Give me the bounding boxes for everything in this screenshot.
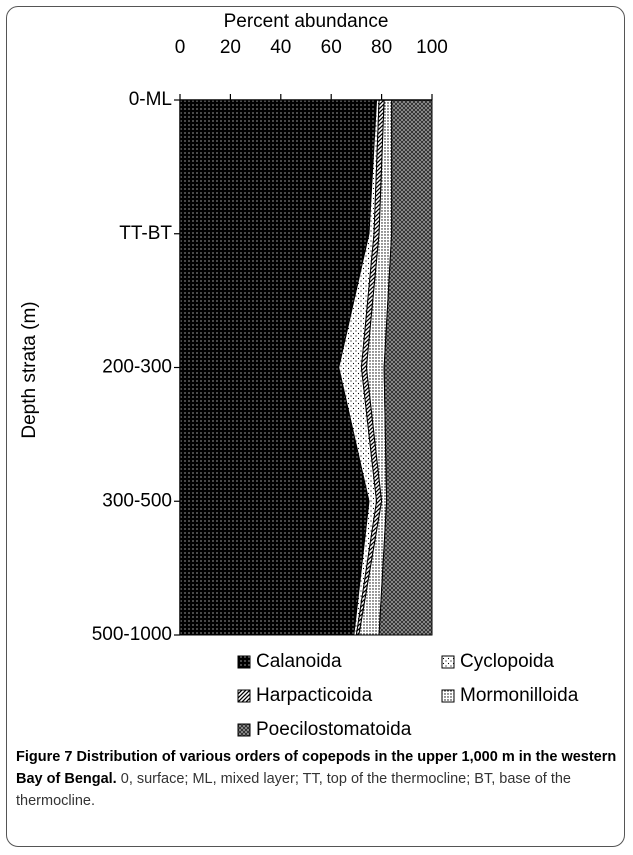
legend-label: Mormonilloida: [460, 685, 579, 706]
caption: Figure 7 Distribution of various orders …: [16, 746, 618, 812]
x-tick-label: 80: [371, 37, 392, 58]
legend-swatch: [237, 723, 251, 737]
y-tick-label: 500-1000: [92, 624, 172, 645]
y-tick-label: 0-ML: [129, 89, 172, 110]
legend-swatch: [441, 689, 455, 703]
caption-label: Figure 7: [16, 749, 73, 765]
legend-label: Calanoida: [256, 651, 342, 672]
legend-swatch: [237, 655, 251, 669]
x-axis-label: Percent abundance: [224, 11, 389, 32]
y-tick-label: TT-BT: [119, 223, 172, 244]
y-tick-label: 300-500: [102, 490, 172, 511]
legend-label: Cyclopoida: [460, 651, 554, 672]
y-axis-label: Depth strata (m): [19, 301, 40, 438]
legend-label: Harpacticoida: [256, 685, 373, 706]
area: [378, 99, 433, 636]
figure-frame: [6, 6, 625, 847]
legend-swatch: [441, 655, 455, 669]
caption-title: Distribution of various orders of copepo…: [16, 749, 617, 787]
legend-label: Poecilostomatoida: [256, 719, 412, 740]
chart: Percent abundance Depth strata (m) 0 20 40…: [19, 11, 579, 740]
x-tick-label: 20: [220, 37, 241, 58]
x-tick-label: 40: [270, 37, 291, 58]
legend-swatch: [237, 689, 251, 703]
x-tick-label: 0: [175, 37, 186, 58]
caption-text: 0, surface; ML, mixed layer; TT, top of …: [16, 771, 572, 809]
y-tick-label: 200-300: [102, 357, 172, 378]
x-tick-label: 60: [321, 37, 342, 58]
x-tick-label: 100: [416, 37, 448, 58]
